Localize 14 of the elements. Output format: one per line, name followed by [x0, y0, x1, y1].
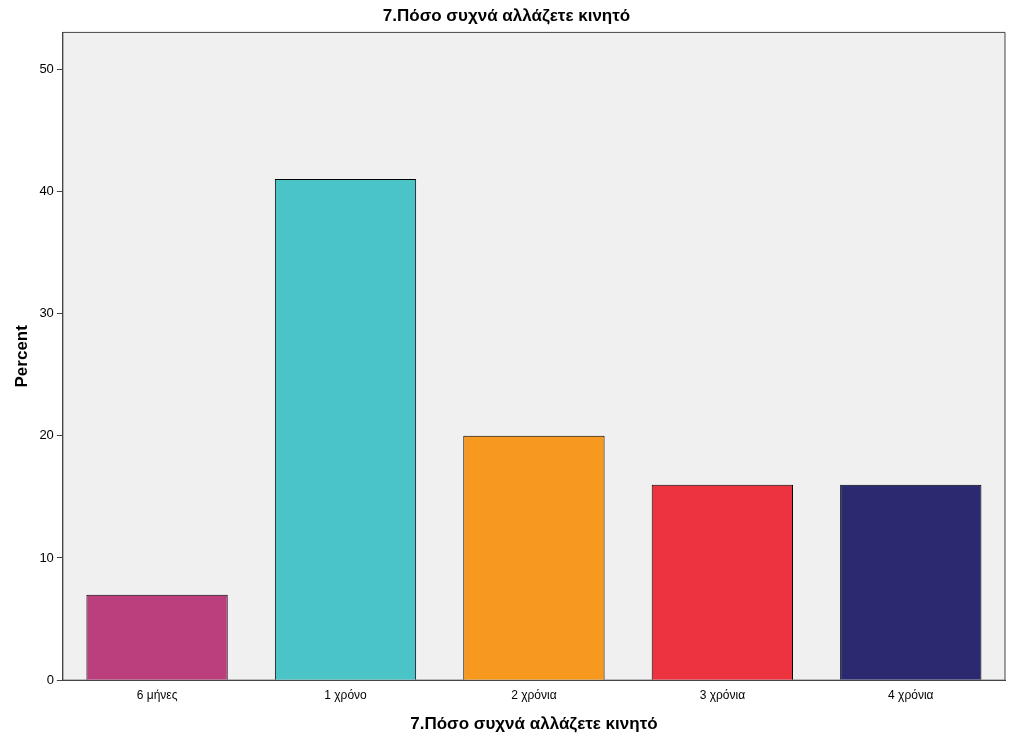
x-tick-label: 3 χρόνια: [699, 687, 746, 702]
x-tick-label: 4 χρόνια: [888, 687, 934, 702]
chart-title: 7.Πόσο συχνά αλλάζετε κινητό: [382, 5, 631, 25]
y-tick-label: 40: [39, 182, 54, 198]
y-axis-title: Percent: [11, 324, 31, 388]
x-tick-label: 2 χρόνια: [511, 687, 557, 702]
y-tick-label: 30: [39, 305, 54, 321]
x-tick-label: 6 μήνες: [136, 687, 178, 702]
y-tick-label: 50: [39, 60, 54, 76]
y-tick-label: 10: [39, 549, 54, 565]
x-axis-title: 7.Πόσο συχνά αλλάζετε κινητό: [410, 714, 658, 734]
x-tick-label: 1 χρόνο: [324, 687, 368, 702]
y-tick-label: 20: [39, 427, 54, 443]
y-tick-label: 0: [46, 671, 54, 687]
